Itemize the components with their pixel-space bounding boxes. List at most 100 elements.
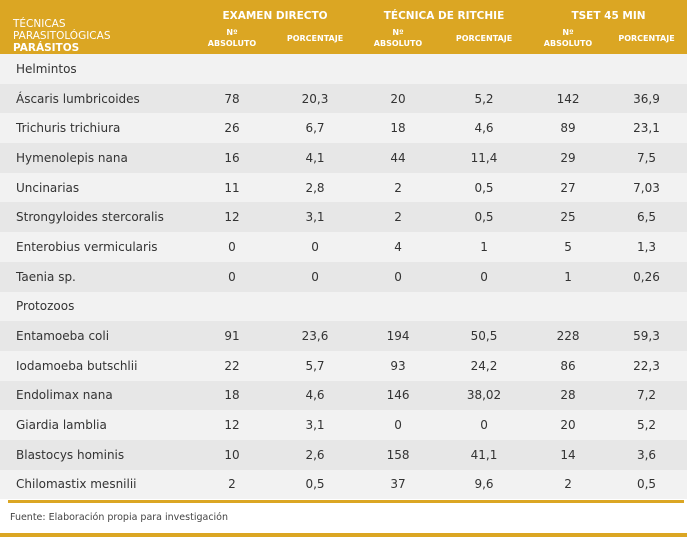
corner-line: PARASITOLÓGICAS [13,30,111,42]
table-row: Enterobius vermicularis 0 0 4 1 5 1,3 [0,232,687,262]
absolute-cell: 11 [224,180,240,195]
section-row: Helmintos [0,54,687,84]
percentage-cell: 7,5 [636,150,657,165]
parasite-name: Uncinarias [16,180,80,195]
percentage-cell: 5,7 [305,358,325,373]
absolute-cell: 44 [390,150,406,165]
absolute-cell: 93 [390,358,406,373]
absolute-header: Nº ABSOLUTO [358,22,439,54]
percentage-cell: 7,2 [636,388,657,403]
percentage-cell: 0 [480,269,488,284]
divider-line [8,500,684,503]
percentage-cell: 11,4 [470,150,498,165]
percentage-cell: 0 [311,239,319,254]
absolute-cell: 12 [224,210,240,225]
absolute-header-line: ABSOLUTO [373,39,423,48]
corner-header: TÉCNICAS PARASITOLÓGICAS PARÁSITOS [0,0,192,54]
percentage-cell: 6,7 [305,121,325,136]
percentage-cell: 0 [480,418,488,433]
absolute-cell: 89 [560,121,576,136]
absolute-cell: 5 [564,239,572,254]
corner-line: TÉCNICAS [13,18,66,30]
section-row: Protozoos [0,291,687,322]
group-header: TSET 45 MIN [530,0,687,22]
absolute-header-line: ABSOLUTO [543,39,593,48]
percentage-cell: 2,8 [305,180,325,195]
table-row: Strongyloides stercoralis 12 3,1 2 0,5 25 6,5 [0,202,687,233]
absolute-cell: 28 [560,388,576,403]
table-row: Giardia lamblia 12 3,1 0 0 20 5,2 [0,410,687,440]
absolute-header-line: Nº [392,28,404,37]
parasite-name: Blastocys hominis [16,447,125,462]
percentage-cell: 3,1 [305,210,325,225]
parasite-name: Trichuris trichiura [16,121,121,136]
table-row: Endolimax nana 18 4,6 146 38,02 28 7,2 [0,380,687,411]
absolute-cell: 18 [224,388,240,403]
absolute-cell: 91 [224,329,240,344]
absolute-cell: 1 [564,269,572,284]
percentage-header: PORCENTAJE [606,22,687,54]
absolute-cell: 27 [560,180,576,195]
percentage-cell: 9,6 [474,477,494,492]
table-row: Uncinarias 11 2,8 2 0,5 27 7,03 [0,172,687,203]
percentage-cell: 1,3 [636,239,657,254]
percentage-cell: 0,5 [636,477,657,492]
absolute-cell: 4 [394,239,402,254]
absolute-cell: 26 [224,121,240,136]
percentage-cell: 1 [480,239,488,254]
percentage-cell: 3,1 [305,418,325,433]
absolute-cell: 14 [560,447,576,462]
absolute-header-line: Nº [562,28,574,37]
percentage-header: PORCENTAJE [438,22,531,54]
absolute-cell: 12 [224,418,240,433]
table-row: Blastocys hominis 10 2,6 158 41,1 14 3,6 [0,439,687,470]
percentage-cell: 0,5 [305,477,325,492]
parasite-name: Taenia sp. [16,269,76,284]
absolute-cell: 2 [394,180,402,195]
absolute-cell: 142 [556,91,580,106]
percentage-cell: 3,6 [636,447,657,462]
absolute-cell: 78 [224,91,240,106]
absolute-header-line: ABSOLUTO [207,39,257,48]
absolute-header: Nº ABSOLUTO [530,22,607,54]
bottom-bar [0,533,687,537]
parasite-name: Entamoeba coli [16,329,110,344]
table-row: Trichuris trichiura 26 6,7 18 4,6 89 23,1 [0,113,687,144]
percentage-cell: 5,2 [636,418,657,433]
table-row: Entamoeba coli 91 23,6 194 50,5 228 59,3 [0,321,687,351]
absolute-cell: 228 [556,329,580,344]
absolute-cell: 10 [224,447,240,462]
absolute-header-line: Nº [226,28,238,37]
table-row: Taenia sp. 0 0 0 0 1 0,26 [0,261,687,292]
parasite-name: Giardia lamblia [16,418,107,433]
table-row: Hymenolepis nana 16 4,1 44 11,4 29 7,5 [0,143,687,173]
absolute-cell: 146 [386,388,410,403]
absolute-cell: 2 [564,477,572,492]
percentage-cell: 4,1 [305,150,325,165]
table-row: Chilomastix mesnilii 2 0,5 37 9,6 2 0,5 [0,469,687,500]
absolute-cell: 2 [228,477,236,492]
parasite-name: Enterobius vermicularis [16,239,158,254]
percentage-cell: 50,5 [470,329,498,344]
absolute-cell: 37 [390,477,406,492]
percentage-cell: 38,02 [466,388,502,403]
parasite-table: TÉCNICAS PARASITOLÓGICAS PARÁSITOS EXAME… [0,0,687,500]
percentage-cell: 2,6 [305,447,325,462]
absolute-cell: 2 [394,210,402,225]
absolute-cell: 20 [390,91,406,106]
percentage-cell: 41,1 [470,447,498,462]
group-header: TÉCNICA DE RITCHIE [358,0,531,22]
table-row: Iodamoeba butschlii 22 5,7 93 24,2 86 22,3 [0,350,687,381]
absolute-cell: 0 [228,269,236,284]
absolute-cell: 158 [386,447,410,462]
absolute-cell: 18 [390,121,406,136]
parasite-name: Hymenolepis nana [16,150,128,165]
absolute-cell: 25 [560,210,576,225]
parasite-name: Endolimax nana [16,388,113,403]
absolute-cell: 0 [394,269,402,284]
absolute-cell: 0 [228,239,236,254]
percentage-cell: 23,1 [633,121,660,136]
percentage-cell: 4,6 [305,388,325,403]
parasite-name: Iodamoeba butschlii [16,358,138,373]
